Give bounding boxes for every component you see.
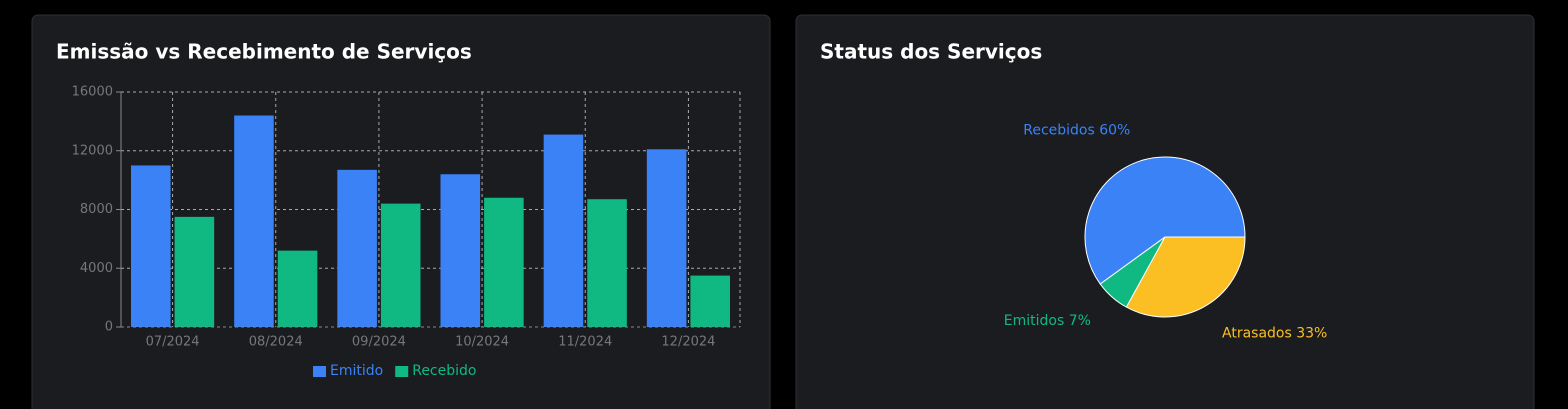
- legend-swatch: [395, 366, 409, 377]
- bar: [174, 216, 215, 327]
- x-tick-label: 12/2024: [661, 335, 715, 350]
- y-tick-label: 8000: [80, 202, 113, 217]
- x-tick-label: 11/2024: [558, 335, 612, 350]
- legend-label: Recebido: [412, 363, 476, 379]
- pie-label: Recebidos 60%: [1023, 122, 1130, 138]
- bar: [380, 203, 421, 327]
- bar: [234, 115, 274, 327]
- x-tick-label: 08/2024: [249, 335, 303, 350]
- bar: [131, 165, 171, 327]
- y-tick-label: 4000: [80, 261, 113, 276]
- bar: [484, 197, 524, 327]
- legend-swatch: [313, 366, 326, 377]
- x-tick-label: 09/2024: [352, 335, 406, 350]
- bar: [440, 174, 481, 327]
- bar: [587, 199, 627, 327]
- bar: [337, 169, 377, 327]
- bar: [543, 134, 584, 327]
- bar: [646, 149, 687, 327]
- y-tick-label: 16000: [72, 85, 113, 100]
- chart-title: Status dos Serviços: [820, 40, 1042, 64]
- pie-label: Emitidos 7%: [1004, 313, 1091, 329]
- pie-slice: [1084, 156, 1246, 285]
- chart-title: Emissão vs Recebimento de Serviços: [56, 40, 472, 64]
- y-tick-label: 12000: [72, 143, 113, 158]
- pie-slice: [1125, 236, 1246, 318]
- y-tick-label: 0: [105, 320, 113, 335]
- x-tick-label: 10/2024: [455, 335, 509, 350]
- legend-label: Emitido: [330, 363, 383, 379]
- bar: [690, 275, 730, 327]
- x-tick-label: 07/2024: [146, 335, 200, 350]
- pie-label: Atrasados 33%: [1222, 325, 1327, 341]
- bar: [277, 250, 318, 327]
